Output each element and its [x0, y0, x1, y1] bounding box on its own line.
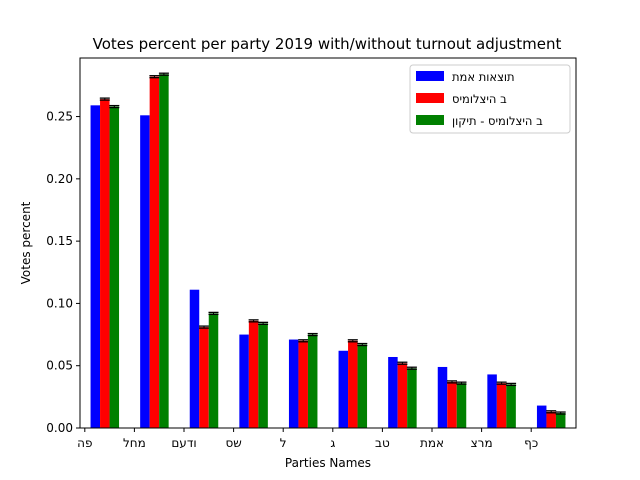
x-tick-label: ודעם [171, 436, 196, 450]
x-tick-label: מרצ [471, 436, 493, 450]
bar [546, 411, 556, 428]
bar [100, 99, 110, 428]
bar [407, 368, 417, 428]
bar [437, 366, 448, 428]
x-tick-label: פה [77, 436, 92, 450]
y-tick-label: 0.00 [46, 421, 73, 435]
x-tick-label: שס [225, 436, 241, 450]
x-tick-label: מחל [123, 436, 146, 450]
bar [447, 381, 457, 428]
bar [199, 327, 209, 428]
bar [487, 374, 497, 428]
y-axis: 0.00 0.05 0.10 0.15 0.20 0.25 [46, 110, 80, 435]
y-axis-label: Votes percent [19, 201, 33, 284]
legend-label: תוצאות אמת [452, 70, 515, 84]
y-tick-label: 0.20 [46, 172, 73, 186]
legend-swatch [416, 93, 444, 103]
x-axis: פה מחל ודעם שס ל ג טב אמת מרצ כף [77, 428, 538, 450]
chart-title: Votes percent per party 2019 with/withou… [93, 35, 562, 53]
bar [496, 383, 507, 428]
bar [307, 334, 318, 428]
x-tick-label: אמת [420, 436, 444, 450]
bar [348, 340, 358, 428]
y-tick-label: 0.10 [46, 296, 73, 310]
y-tick-label: 0.05 [46, 359, 73, 373]
legend-frame [409, 64, 571, 134]
bar [149, 76, 160, 429]
x-axis-label: Parties Names [285, 456, 371, 470]
x-tick-label: ג [330, 436, 335, 450]
bar [258, 323, 268, 428]
x-tick-label: ל [280, 436, 287, 450]
bar [208, 313, 219, 428]
legend: תוצאות אמת ב היצלומיס ב היצלומיס - תיקון [409, 64, 571, 134]
legend-swatch [416, 115, 444, 125]
bar [388, 356, 398, 428]
plot-frame [79, 57, 577, 429]
bar [189, 289, 200, 428]
bar [159, 74, 169, 429]
legend-label: ב היצלומיס - תיקון [452, 114, 543, 128]
bar [298, 340, 308, 428]
legend-label: ב היצלומיס [452, 92, 507, 106]
x-tick-label: טב [375, 436, 390, 450]
bar [338, 350, 349, 428]
bar [248, 320, 259, 428]
y-tick-label: 0.25 [46, 110, 73, 124]
bar [536, 405, 547, 428]
bar [506, 384, 516, 428]
bar [90, 105, 101, 429]
bar [109, 106, 120, 428]
x-tick-label: כף [524, 436, 538, 450]
bars-layer [90, 72, 566, 429]
bar [456, 383, 467, 428]
bar [357, 344, 368, 428]
bar [397, 363, 408, 428]
legend-swatch [416, 71, 444, 81]
bar [140, 115, 150, 428]
bar [288, 339, 299, 428]
y-tick-label: 0.15 [46, 234, 73, 248]
bar [555, 413, 566, 428]
bar [239, 334, 249, 428]
